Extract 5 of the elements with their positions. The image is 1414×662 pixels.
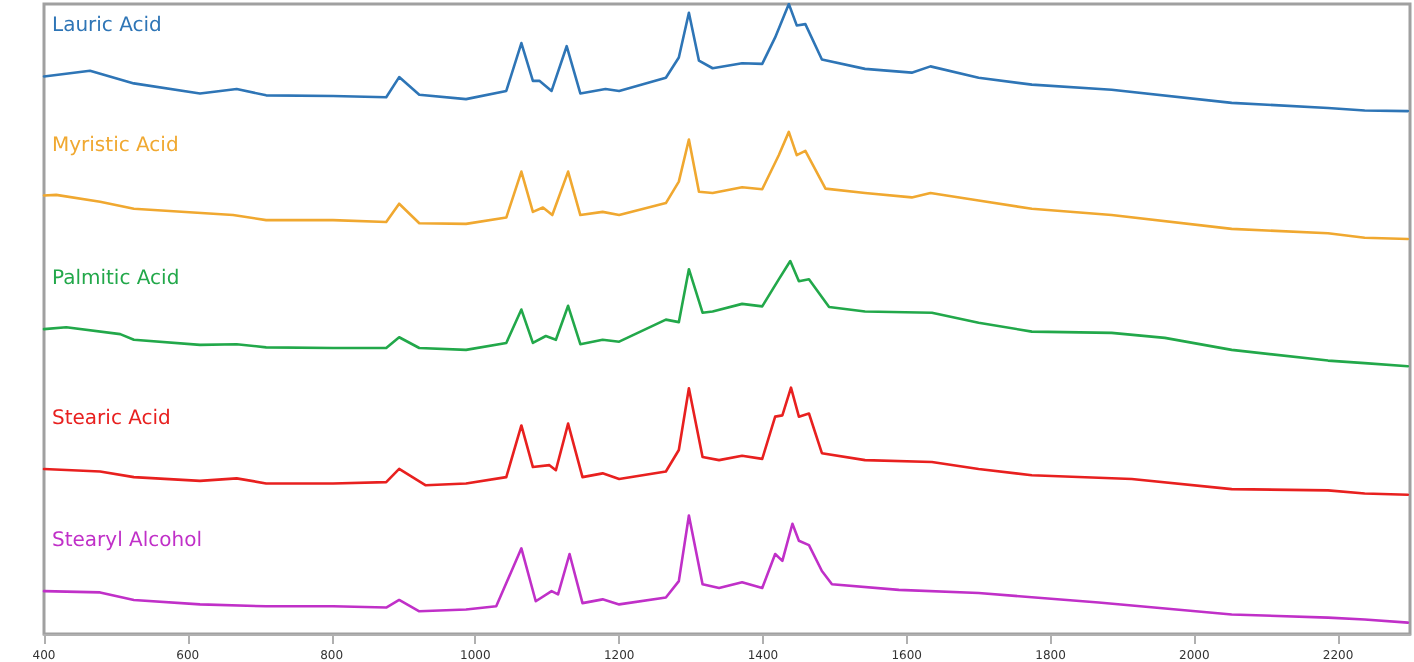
series-label: Stearic Acid xyxy=(52,407,171,430)
series-label: Lauric Acid xyxy=(52,15,162,38)
series-label: Palmitic Acid xyxy=(52,268,180,291)
series-label: Stearyl Alcohol xyxy=(52,530,203,553)
series-label: Myristic Acid xyxy=(52,134,179,157)
